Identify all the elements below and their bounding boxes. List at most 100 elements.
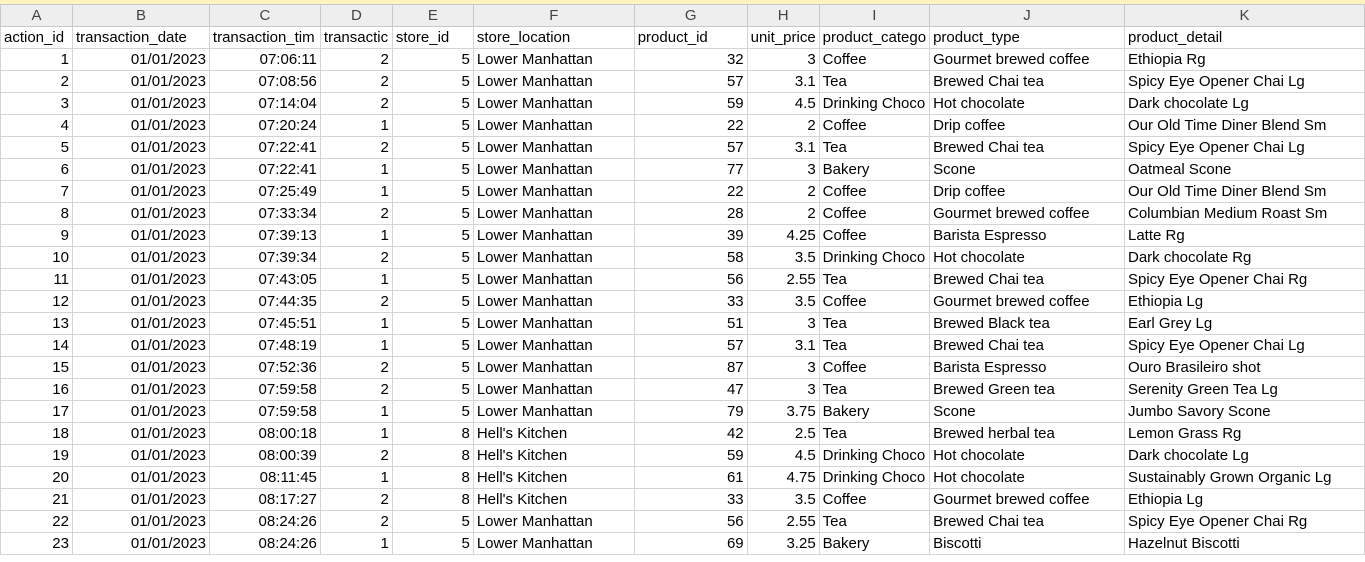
table-cell[interactable]: 3.5 (746, 246, 820, 269)
table-cell[interactable]: Biscotti (929, 532, 1125, 555)
table-cell[interactable]: 07:06:11 (208, 48, 321, 71)
table-cell[interactable]: 23 (0, 532, 73, 555)
table-cell[interactable]: 1 (319, 532, 393, 555)
table-cell[interactable]: Tea (818, 334, 931, 357)
table-cell[interactable]: 2 (319, 510, 393, 533)
table-cell[interactable]: Coffee (818, 48, 931, 71)
table-cell[interactable]: 32 (633, 48, 748, 71)
table-cell[interactable]: 69 (633, 532, 748, 555)
table-cell[interactable]: 08:24:26 (208, 532, 321, 555)
table-cell[interactable]: 08:17:27 (208, 488, 321, 511)
table-cell[interactable]: Lower Manhattan (472, 202, 635, 225)
table-cell[interactable]: Lower Manhattan (472, 510, 635, 533)
table-cell[interactable]: Lower Manhattan (472, 532, 635, 555)
column-header-b[interactable]: B (71, 4, 210, 27)
table-cell[interactable]: 01/01/2023 (71, 312, 210, 335)
table-cell[interactable]: Bakery (818, 532, 931, 555)
table-cell[interactable]: 21 (0, 488, 73, 511)
table-cell[interactable]: Coffee (818, 488, 931, 511)
header-cell[interactable]: action_id (0, 26, 73, 49)
table-cell[interactable]: 4.75 (746, 466, 820, 489)
table-cell[interactable]: 39 (633, 224, 748, 247)
table-cell[interactable]: Spicy Eye Opener Chai Rg (1124, 268, 1365, 291)
table-cell[interactable]: Lower Manhattan (472, 312, 635, 335)
table-cell[interactable]: Lower Manhattan (472, 290, 635, 313)
table-cell[interactable]: Tea (818, 312, 931, 335)
table-cell[interactable]: 22 (633, 114, 748, 137)
column-header-g[interactable]: G (633, 4, 748, 27)
table-cell[interactable]: Ouro Brasileiro shot (1124, 356, 1365, 379)
table-cell[interactable]: Brewed Chai tea (929, 510, 1125, 533)
table-cell[interactable]: Lower Manhattan (472, 400, 635, 423)
table-cell[interactable]: 1 (319, 466, 393, 489)
table-cell[interactable]: Our Old Time Diner Blend Sm (1124, 180, 1365, 203)
table-cell[interactable]: 5 (391, 312, 474, 335)
table-cell[interactable]: 5 (391, 246, 474, 269)
table-cell[interactable]: Sustainably Grown Organic Lg (1124, 466, 1365, 489)
table-cell[interactable]: 2 (319, 246, 393, 269)
table-cell[interactable]: 5 (391, 202, 474, 225)
table-cell[interactable]: 79 (633, 400, 748, 423)
table-cell[interactable]: Ethiopia Lg (1124, 488, 1365, 511)
column-header-a[interactable]: A (0, 4, 73, 27)
table-cell[interactable]: 9 (0, 224, 73, 247)
column-header-d[interactable]: D (319, 4, 393, 27)
table-cell[interactable]: 01/01/2023 (71, 114, 210, 137)
table-cell[interactable]: Drip coffee (929, 180, 1125, 203)
table-cell[interactable]: Drinking Choco (818, 444, 931, 467)
table-cell[interactable]: 19 (0, 444, 73, 467)
table-cell[interactable]: 3 (746, 48, 820, 71)
table-cell[interactable]: Hot chocolate (929, 92, 1125, 115)
table-cell[interactable]: 01/01/2023 (71, 180, 210, 203)
table-cell[interactable]: 07:14:04 (208, 92, 321, 115)
table-cell[interactable]: Hot chocolate (929, 246, 1125, 269)
table-cell[interactable]: Hazelnut Biscotti (1124, 532, 1365, 555)
table-cell[interactable]: 3 (746, 356, 820, 379)
table-cell[interactable]: 07:22:41 (208, 158, 321, 181)
table-cell[interactable]: 20 (0, 466, 73, 489)
table-cell[interactable]: 07:22:41 (208, 136, 321, 159)
table-cell[interactable]: Hell's Kitchen (472, 488, 635, 511)
table-cell[interactable]: 07:44:35 (208, 290, 321, 313)
header-cell[interactable]: store_location (472, 26, 635, 49)
table-cell[interactable]: 28 (633, 202, 748, 225)
table-cell[interactable]: Lower Manhattan (472, 334, 635, 357)
table-cell[interactable]: Serenity Green Tea Lg (1124, 378, 1365, 401)
table-cell[interactable]: 01/01/2023 (71, 510, 210, 533)
table-cell[interactable]: 17 (0, 400, 73, 423)
table-cell[interactable]: 51 (633, 312, 748, 335)
table-cell[interactable]: Jumbo Savory Scone (1124, 400, 1365, 423)
table-cell[interactable]: 33 (633, 290, 748, 313)
table-cell[interactable]: 58 (633, 246, 748, 269)
table-cell[interactable]: 01/01/2023 (71, 246, 210, 269)
table-cell[interactable]: 8 (391, 422, 474, 445)
table-cell[interactable]: Coffee (818, 290, 931, 313)
table-cell[interactable]: 2.55 (746, 510, 820, 533)
table-cell[interactable]: Latte Rg (1124, 224, 1365, 247)
table-cell[interactable]: Scone (929, 158, 1125, 181)
table-cell[interactable]: Coffee (818, 224, 931, 247)
table-cell[interactable]: 18 (0, 422, 73, 445)
table-cell[interactable]: 07:20:24 (208, 114, 321, 137)
table-cell[interactable]: 01/01/2023 (71, 422, 210, 445)
table-cell[interactable]: Tea (818, 510, 931, 533)
table-cell[interactable]: Tea (818, 378, 931, 401)
table-cell[interactable]: 61 (633, 466, 748, 489)
header-cell[interactable]: transaction_tim (208, 26, 321, 49)
column-header-h[interactable]: H (746, 4, 820, 27)
table-cell[interactable]: 2 (0, 70, 73, 93)
table-cell[interactable]: 14 (0, 334, 73, 357)
table-cell[interactable]: Coffee (818, 180, 931, 203)
table-cell[interactable]: 47 (633, 378, 748, 401)
table-cell[interactable]: Brewed herbal tea (929, 422, 1125, 445)
table-cell[interactable]: 3 (746, 312, 820, 335)
table-cell[interactable]: Drinking Choco (818, 92, 931, 115)
table-cell[interactable]: 01/01/2023 (71, 532, 210, 555)
table-cell[interactable]: 5 (391, 400, 474, 423)
column-header-j[interactable]: J (929, 4, 1125, 27)
table-cell[interactable]: 1 (0, 48, 73, 71)
table-cell[interactable]: Coffee (818, 202, 931, 225)
table-cell[interactable]: 01/01/2023 (71, 268, 210, 291)
table-cell[interactable]: 2 (319, 92, 393, 115)
table-cell[interactable]: 1 (319, 268, 393, 291)
